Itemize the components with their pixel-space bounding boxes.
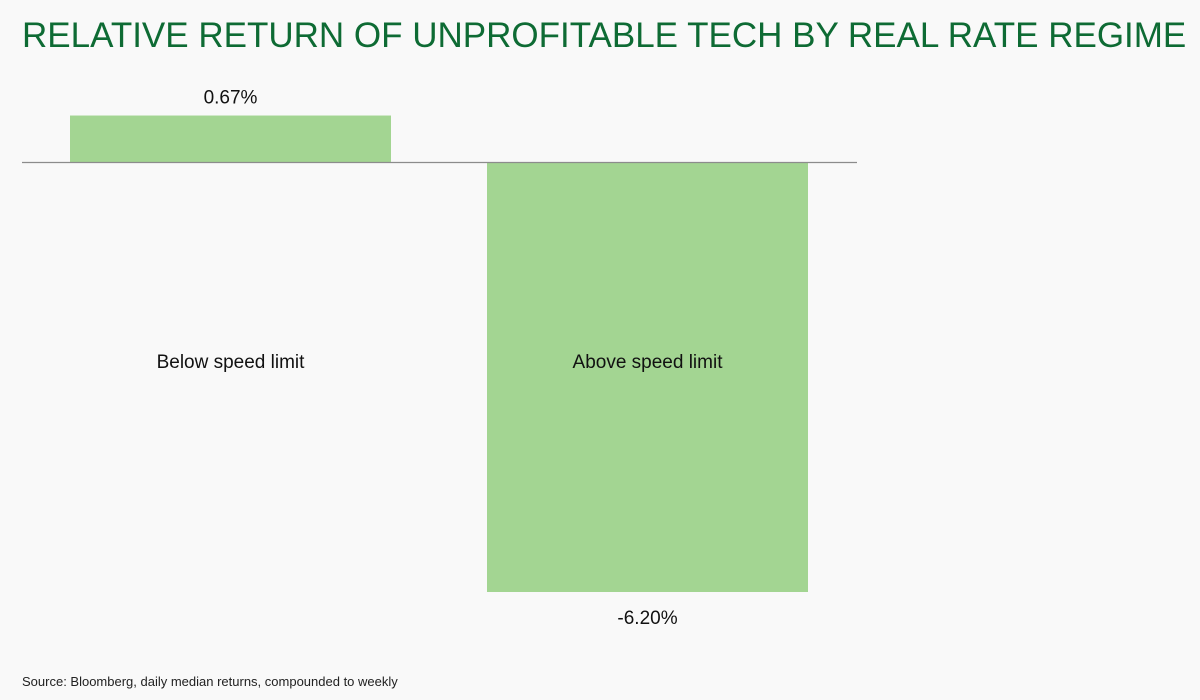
- chart-title: RELATIVE RETURN OF UNPROFITABLE TECH BY …: [22, 16, 1187, 55]
- category-label: Below speed limit: [157, 352, 306, 373]
- labels-group: 0.67% Below speed limit -6.20% Above speed …: [157, 88, 724, 629]
- bars-group: [70, 115, 808, 592]
- value-label: -6.20%: [617, 608, 677, 629]
- bar-above-speed-limit: [487, 162, 808, 592]
- value-label: 0.67%: [204, 88, 258, 109]
- category-label: Above speed limit: [573, 352, 724, 373]
- bar-below-speed-limit: [70, 115, 391, 162]
- source-note: Source: Bloomberg, daily median returns,…: [22, 674, 398, 689]
